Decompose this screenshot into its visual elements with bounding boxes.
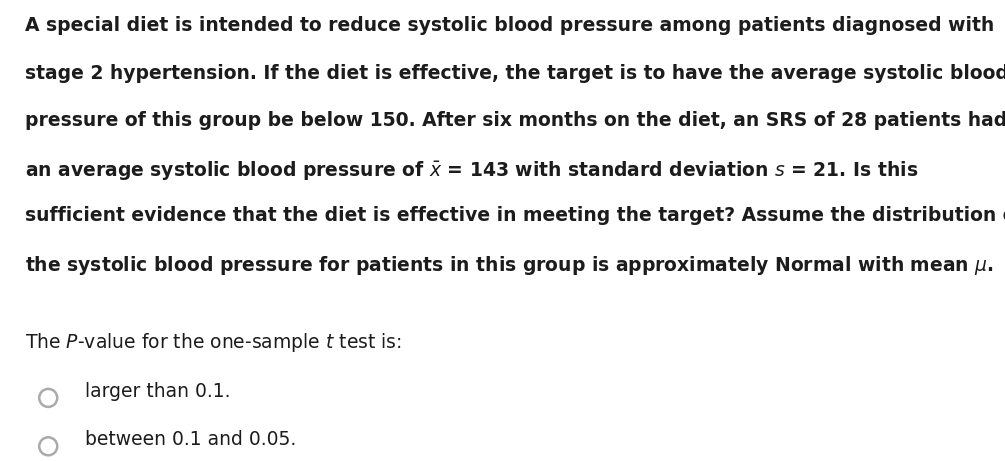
Text: the systolic blood pressure for patients in this group is approximately Normal w: the systolic blood pressure for patients… — [25, 254, 994, 277]
Text: A special diet is intended to reduce systolic blood pressure among patients diag: A special diet is intended to reduce sys… — [25, 16, 994, 35]
Text: sufficient evidence that the diet is effective in meeting the target? Assume the: sufficient evidence that the diet is eff… — [25, 206, 1005, 225]
Text: an average systolic blood pressure of $\bar{x}$ = 143 with standard deviation $s: an average systolic blood pressure of $\… — [25, 159, 919, 182]
Text: larger than 0.1.: larger than 0.1. — [85, 382, 231, 401]
Text: The $P$-value for the one-sample $t$ test is:: The $P$-value for the one-sample $t$ tes… — [25, 331, 402, 354]
Text: between 0.1 and 0.05.: between 0.1 and 0.05. — [85, 430, 296, 449]
Text: pressure of this group be below 150. After six months on the diet, an SRS of 28 : pressure of this group be below 150. Aft… — [25, 111, 1005, 130]
Text: stage 2 hypertension. If the diet is effective, the target is to have the averag: stage 2 hypertension. If the diet is eff… — [25, 64, 1005, 83]
